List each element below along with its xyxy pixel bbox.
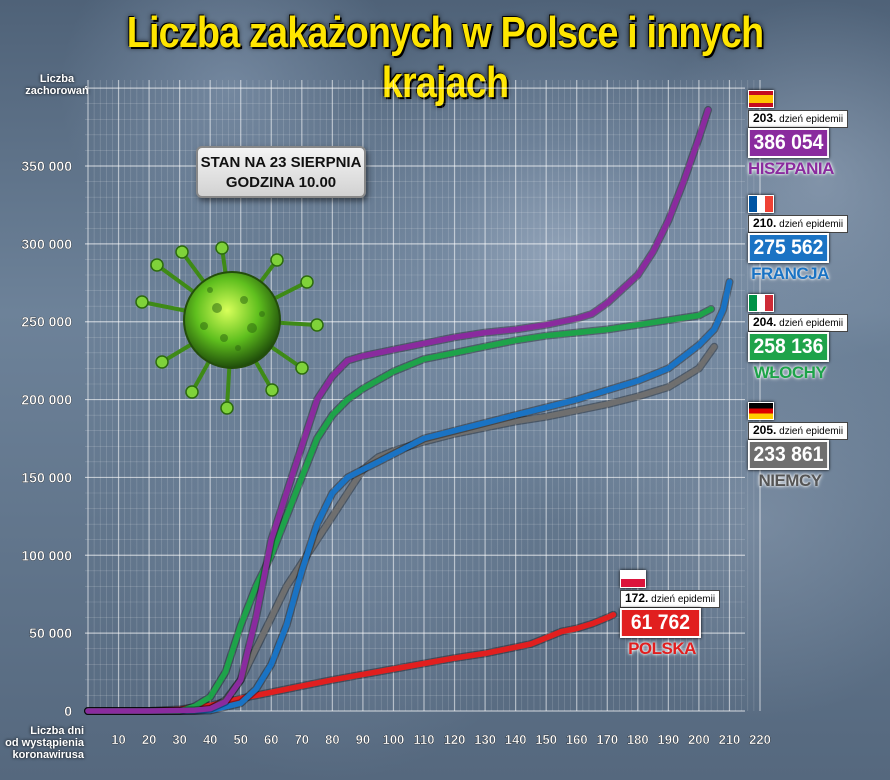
days-number-niemcy: 205. [753,423,777,437]
x-tick-label: 20 [142,732,156,747]
x-tick-label: 80 [325,732,339,747]
value-wlochy: 258 136 [748,332,829,362]
y-axis-caption-line1: Liczba [39,73,75,85]
days-francja: 210. dzień epidemii [748,215,849,233]
x-tick-label: 200 [688,732,710,747]
x-tick-label: 50 [233,732,247,747]
name-wlochy: WŁOCHY [753,363,827,382]
days-number-wlochy: 204. [753,315,777,329]
value-hiszpania: 386 054 [748,128,829,158]
y-tick-label: 0 [64,703,72,719]
x-tick-label: 120 [444,732,466,747]
days-number-polska: 172. [625,591,649,605]
series-lines [84,105,734,715]
x-tick-label: 210 [719,732,741,747]
x-tick-label: 110 [414,732,435,747]
y-axis-caption-line2: zachorowań [25,85,89,97]
x-tick-label: 220 [749,732,771,747]
virus-illustration [135,241,324,415]
days-number-francja: 210. [753,216,777,230]
name-niemcy: NIEMCY [758,471,822,490]
days-suffix: dzień epidemii [651,594,716,605]
days-polska: 172. dzień epidemii [620,590,721,608]
y-tick-label: 150 000 [21,469,72,485]
x-axis-caption: Liczba dni od wystąpienia koronawirusa [2,725,84,761]
y-tick-label: 300 000 [21,236,72,252]
value-francja: 275 562 [748,233,829,263]
label-polska: 172. dzień epidemii 61 762 POLSKA [620,570,721,659]
x-tick-label: 180 [627,732,649,747]
poland-flag-icon [620,570,646,588]
y-tick-label: 50 000 [29,625,72,641]
x-tick-label: 40 [203,732,217,747]
days-niemcy: 205. dzień epidemii [748,422,849,440]
x-tick-label: 10 [111,732,125,747]
x-tick-label: 70 [295,732,309,747]
x-tick-label: 90 [356,732,370,747]
spain-flag-icon [748,90,774,108]
label-hiszpania: 203. dzień epidemii 386 054 HISZPANIA [748,90,849,179]
value-niemcy: 233 861 [748,440,829,470]
chart-title: Liczba zakażonych w Polsce i innych kraj… [126,8,764,107]
y-tick-label: 350 000 [21,158,72,174]
series-shadow [84,105,713,715]
date-stamp-box: STAN NA 23 SIERPNIA GODZINA 10.00 [196,146,366,198]
x-tick-label: 60 [264,732,278,747]
y-tick-label: 200 000 [21,392,72,408]
days-suffix: dzień epidemii [779,114,844,125]
series-line-włochy [85,306,714,714]
name-hiszpania: HISZPANIA [748,159,834,178]
days-hiszpania: 203. dzień epidemii [748,110,849,128]
date-stamp-line2: GODZINA 10.00 [225,174,337,191]
series-line-hiszpania [85,107,711,714]
x-tick-label: 150 [535,732,557,747]
x-tick-label: 170 [596,732,618,747]
days-suffix: dzień epidemii [779,426,844,437]
italy-flag-icon [748,294,774,312]
days-number-hiszpania: 203. [753,111,777,125]
x-tick-label: 160 [566,732,588,747]
label-wlochy: 204. dzień epidemii 258 136 WŁOCHY [748,294,849,383]
y-tick-label: 250 000 [21,314,72,330]
germany-flag-icon [748,402,774,420]
y-axis-caption: Liczba zachorowań [18,73,96,97]
name-francja: FRANCJA [751,264,829,283]
x-tick-label: 140 [505,732,527,747]
y-tick-label: 100 000 [21,547,72,563]
x-axis-caption-line3: koronawirusa [12,749,84,761]
x-tick-label: 30 [172,732,186,747]
x-tick-label: 130 [474,732,496,747]
x-axis-caption-line1: Liczba dni [30,725,84,737]
x-tick-label: 100 [383,732,405,747]
y-tick-labels: 0 50 000 100 000 150 000 200 000 250 000 300 0… [21,158,72,719]
x-tick-labels: 10 20 30 40 50 60 70 80 90 100 110 120 130 140 150 160 1… [111,732,771,747]
name-polska: POLSKA [628,639,696,658]
days-wlochy: 204. dzień epidemii [748,314,849,332]
days-suffix: dzień epidemii [779,219,844,230]
label-niemcy: 205. dzień epidemii 233 861 NIEMCY [748,402,849,491]
days-suffix: dzień epidemii [779,318,844,329]
france-flag-icon [748,195,774,213]
x-axis-caption-line2: od wystąpienia [5,737,84,749]
label-francja: 210. dzień epidemii 275 562 FRANCJA [748,195,849,284]
date-stamp-line1: STAN NA 23 SIERPNIA [200,154,362,171]
value-polska: 61 762 [620,608,701,638]
series-line-francja [85,279,733,714]
x-tick-label: 190 [658,732,680,747]
